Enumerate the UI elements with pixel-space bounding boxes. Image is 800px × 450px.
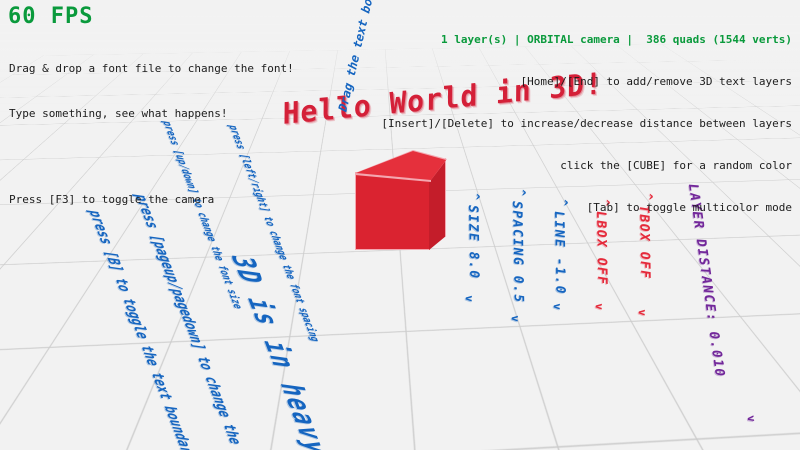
hint-line-1: Type something, see what happens! (9, 107, 228, 120)
lbox-down-chevron[interactable]: v (592, 302, 606, 311)
layer-distance-down-chevron[interactable]: v (744, 414, 759, 423)
hint-spacer (9, 151, 294, 162)
tbox-down-chevron[interactable]: v (635, 308, 649, 317)
hint-line-0: Drag & drop a font file to change the fo… (9, 62, 294, 75)
size-down-chevron[interactable]: v (462, 294, 476, 303)
info-line-stats: 1 layer(s) | ORBITAL camera | 386 quads … (441, 33, 792, 46)
info-line-multicolor: [Tab] to toggle multicolor mode (586, 201, 792, 214)
cube[interactable] (355, 150, 447, 250)
info-line-layers: [Home]/[End] to add/remove 3D text layer… (520, 75, 792, 88)
cube-right-face (429, 158, 446, 250)
info-text-block: 1 layer(s) | ORBITAL camera | 386 quads … (381, 5, 792, 243)
cube-front-face (355, 172, 430, 250)
spacing-down-chevron[interactable]: v (508, 314, 522, 323)
line-down-chevron[interactable]: v (550, 302, 564, 311)
info-line-distance: [Insert]/[Delete] to increase/decrease d… (381, 117, 792, 130)
fps-counter: 60 FPS (8, 4, 94, 29)
info-line-cube: click the [CUBE] for a random color (560, 159, 792, 172)
hint-line-2: Press [F3] to toggle the camera (9, 193, 215, 206)
hint-text-block: Drag & drop a font file to change the fo… (9, 31, 294, 237)
